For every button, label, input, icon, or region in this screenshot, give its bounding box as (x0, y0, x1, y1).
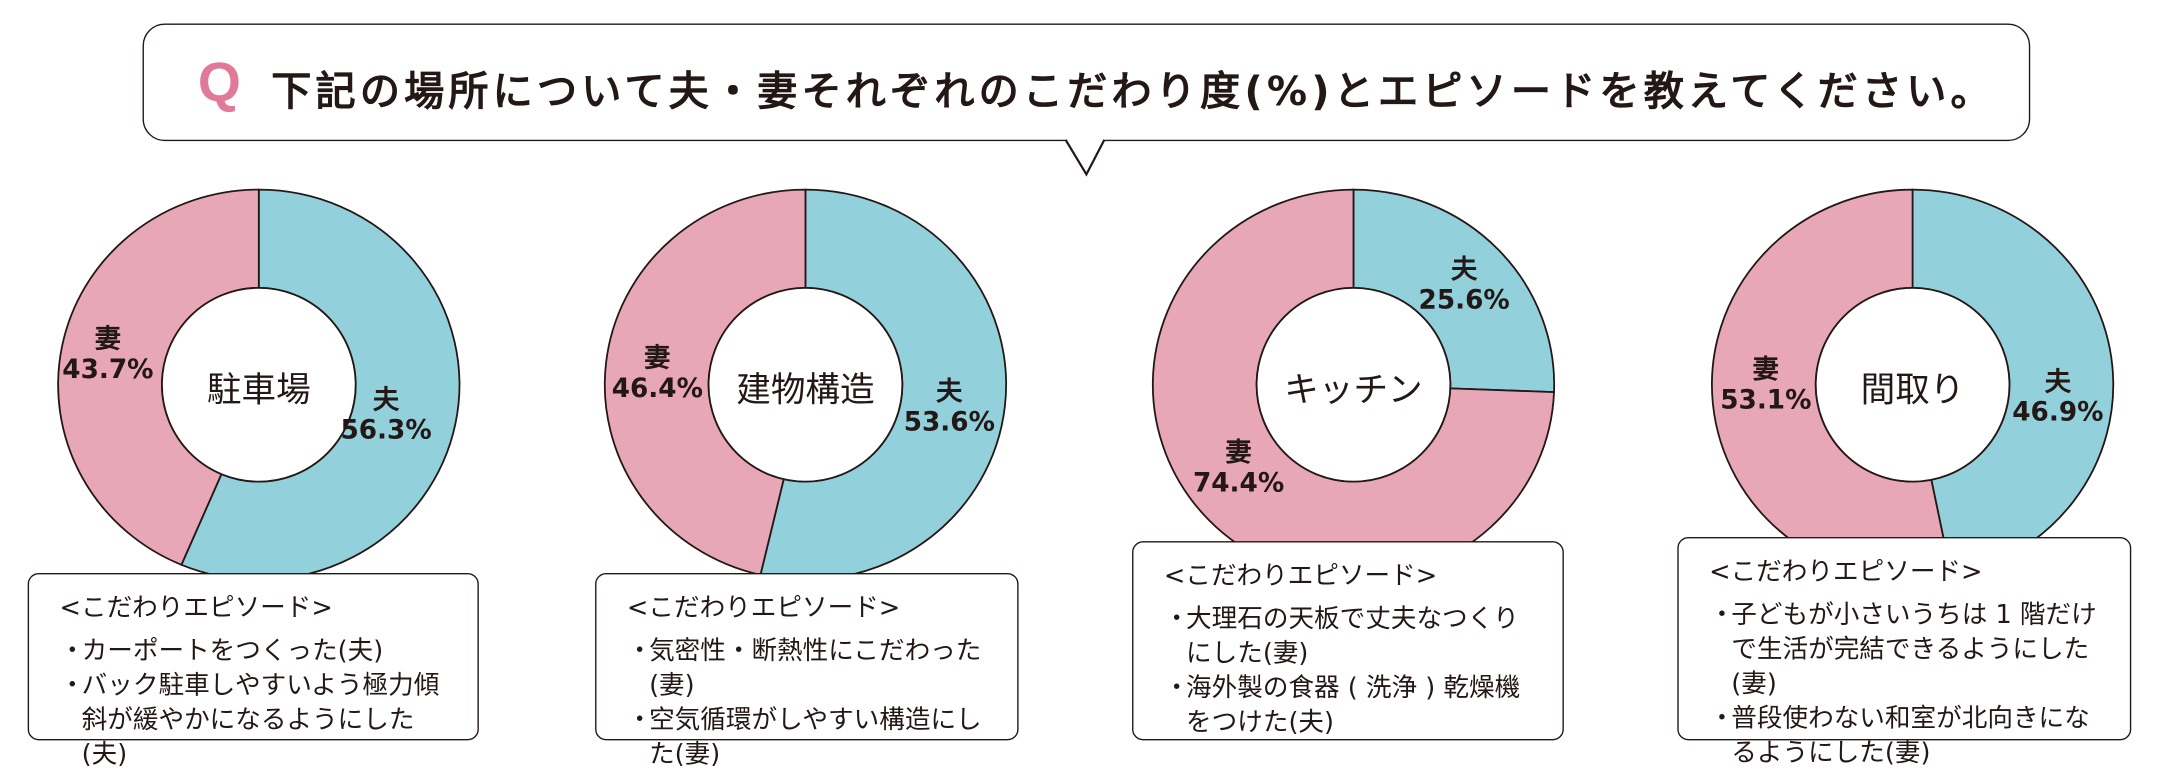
episode-heading: <こだわりエピソード> (626, 593, 901, 623)
wife-value: 74.4% (1192, 467, 1285, 499)
husband-value: 46.9% (2012, 397, 2104, 428)
episode-heading: <こだわりエピソード> (1163, 561, 1438, 591)
chart-title: 駐車場 (206, 369, 311, 410)
donut-hole (161, 286, 357, 483)
husband-name: 夫 (1450, 254, 1478, 286)
wife-value: 46.4% (611, 373, 703, 405)
episode-heading: <こだわりエピソード> (1709, 557, 1983, 587)
wife-label: 妻 43.7% (62, 324, 153, 385)
donut-hole (1814, 286, 2011, 483)
episode-item: 気密性・断熱性にこだわった(妻) (627, 634, 998, 703)
wife-name: 妻 (1225, 437, 1252, 468)
chart-title: 建物構造 (736, 369, 875, 410)
husband-value: 53.6% (903, 406, 995, 438)
donut-hole (707, 286, 904, 483)
episode-item: 大理石の天板で丈夫なつくりにした(妻) (1164, 602, 1543, 671)
episode-item: 海外製の食器 ( 洗浄 ) 乾燥機をつけた(夫) (1164, 671, 1543, 740)
question-bubble (142, 23, 2031, 142)
episode-box-kitchen: <こだわりエピソード> 大理石の天板で丈夫なつくりにした(妻) 海外製の食器 (… (1132, 541, 1564, 741)
husband-value: 56.3% (340, 415, 432, 446)
wife-name: 妻 (644, 343, 671, 374)
husband-name: 夫 (2044, 366, 2072, 398)
episode-heading: <こだわりエピソード> (59, 593, 333, 623)
question-text: 下記の場所について夫・妻それぞれのこだわり度(%)とエピソードを教えてください。 (271, 67, 1995, 115)
chart-title: 間取り (1860, 369, 1965, 410)
episode-item: バック駐車しやすいよう極力傾斜が緩やかになるようにした(夫) (60, 668, 459, 772)
husband-label: 夫 46.9% (2012, 367, 2103, 428)
episode-item: カーポートをつくった(夫) (60, 634, 459, 669)
husband-value: 25.6% (1418, 285, 1510, 316)
wife-label: 妻 46.4% (612, 343, 703, 404)
episode-box-structure: <こだわりエピソード> 気密性・断熱性にこだわった(妻) 空気循環がしやすい構造… (595, 572, 1019, 769)
husband-name: 夫 (936, 376, 963, 407)
wife-name: 妻 (1752, 354, 1779, 385)
episode-item: 空気循環がしやすい構造にした(妻) (627, 703, 998, 772)
wife-value: 43.7% (62, 354, 154, 385)
wife-value: 53.1% (1720, 384, 1812, 416)
episode-item: 子どもが小さいうちは 1 階だけで生活が完結できるようにした(妻) (1709, 598, 2110, 702)
wife-label: 妻 74.4% (1193, 437, 1284, 498)
husband-label: 夫 25.6% (1419, 255, 1510, 316)
q-marker: Q (197, 52, 241, 114)
wife-label: 妻 53.1% (1720, 354, 1811, 415)
episode-item: 普段使わない和室が北向きになるようにした(妻) (1709, 702, 2110, 771)
episode-box-parking: <こだわりエピソード> カーポートをつくった(夫) バック駐車しやすいよう極力傾… (27, 572, 479, 769)
wife-name: 妻 (94, 323, 122, 355)
husband-name: 夫 (372, 384, 400, 416)
husband-label: 夫 56.3% (340, 385, 431, 446)
episode-box-layout: <こだわりエピソード> 子どもが小さいうちは 1 階だけで生活が完結できるように… (1677, 536, 2132, 768)
donut-hole (1255, 286, 1452, 483)
chart-title: キッチン (1284, 369, 1423, 410)
husband-label: 夫 53.6% (904, 376, 995, 437)
